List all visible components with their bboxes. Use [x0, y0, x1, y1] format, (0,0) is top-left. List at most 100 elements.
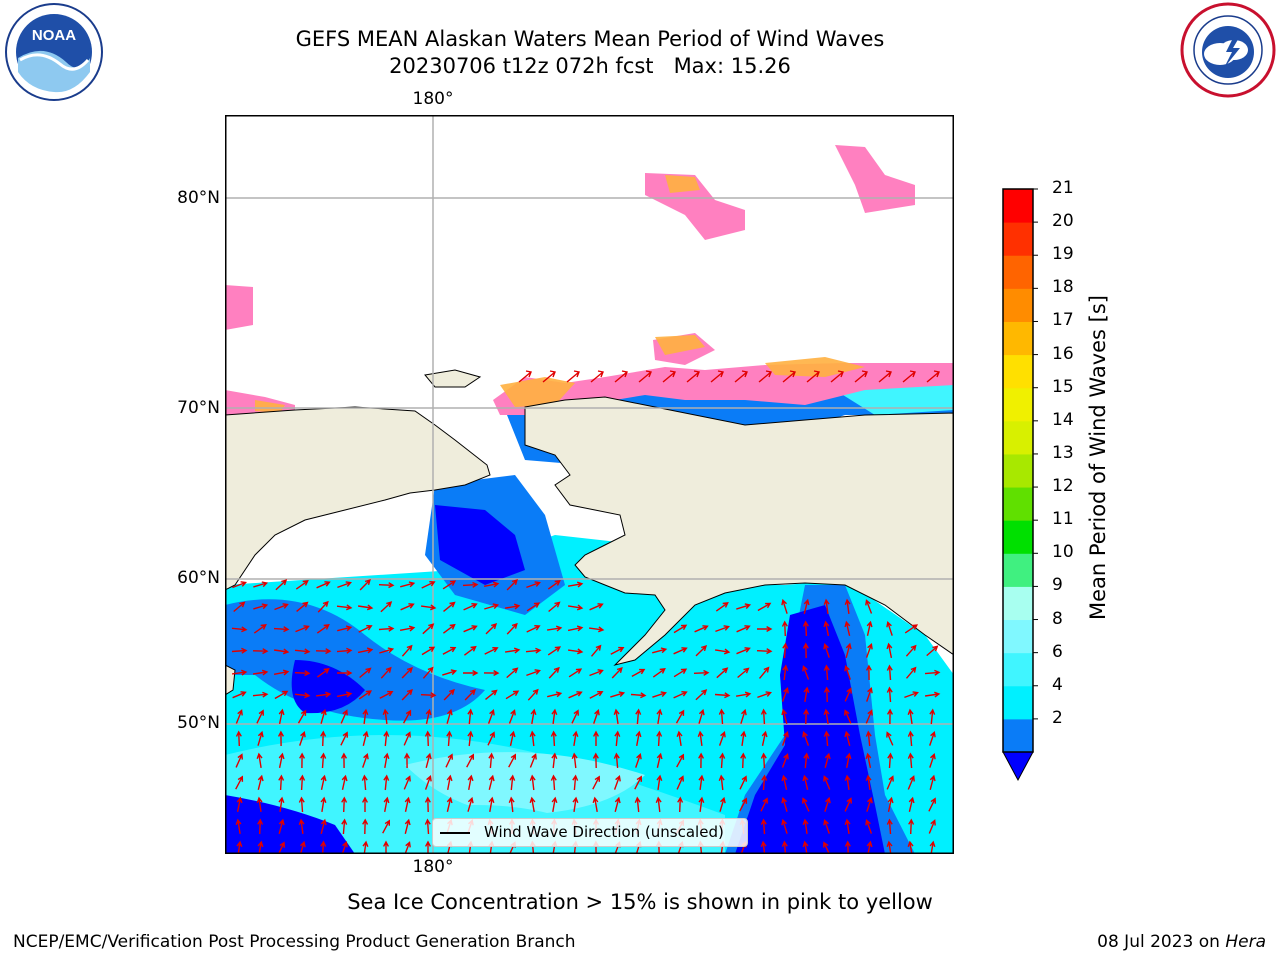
- wave-direction-arrow: [760, 797, 768, 812]
- wave-direction-arrow: [485, 623, 498, 635]
- wave-direction-arrow: [656, 708, 663, 725]
- wave-direction-arrow: [299, 752, 306, 769]
- wave-direction-arrow: [508, 796, 515, 813]
- wave-direction-arrow: [509, 774, 516, 791]
- wave-direction-arrow: [610, 691, 626, 698]
- colorbar-tick-label: 20: [1052, 211, 1074, 232]
- wave-direction-arrow: [341, 774, 348, 790]
- colorbar-segment: [1003, 685, 1033, 720]
- wave-direction-arrow: [359, 667, 372, 679]
- wave-direction-arrow: [382, 819, 390, 834]
- wave-direction-arrow: [698, 774, 705, 790]
- wave-direction-arrow: [361, 796, 369, 812]
- wave-direction-arrow: [488, 752, 495, 769]
- wave-direction-arrow: [718, 774, 725, 791]
- wave-direction-arrow: [697, 730, 704, 746]
- wave-direction-arrow: [442, 646, 457, 655]
- wave-direction-arrow: [315, 648, 332, 655]
- wave-direction-arrow: [256, 752, 263, 769]
- wave-direction-arrow: [695, 645, 708, 657]
- wave-direction-arrow: [379, 690, 394, 699]
- wave-direction-arrow: [844, 818, 851, 835]
- colorbar-segment: [1003, 354, 1033, 389]
- wave-direction-arrow: [887, 796, 894, 812]
- wind-wave-arrows: [231, 370, 941, 854]
- wave-direction-arrow: [908, 796, 915, 812]
- wave-direction-arrow: [424, 730, 431, 747]
- wave-direction-arrow: [734, 370, 748, 383]
- wave-direction-arrow: [781, 774, 788, 790]
- wave-direction-arrow: [294, 692, 311, 699]
- wave-direction-arrow: [714, 692, 731, 699]
- wave-direction-arrow: [421, 646, 436, 656]
- wave-direction-arrow: [551, 708, 558, 724]
- wave-direction-arrow: [526, 669, 541, 677]
- wave-direction-arrow: [907, 730, 914, 747]
- wave-direction-arrow: [357, 604, 374, 611]
- wave-direction-arrow: [635, 753, 642, 768]
- wave-direction-arrow: [298, 818, 305, 834]
- wave-direction-arrow: [823, 620, 830, 637]
- wave-direction-arrow: [446, 796, 453, 812]
- wave-direction-arrow: [464, 688, 476, 701]
- wave-direction-arrow: [823, 686, 830, 703]
- wave-direction-arrow: [878, 370, 892, 383]
- wave-direction-arrow: [737, 667, 750, 679]
- wave-direction-arrow: [567, 625, 584, 632]
- wave-direction-arrow: [529, 730, 536, 747]
- colorbar-tick-label: 9: [1052, 575, 1063, 596]
- wave-direction-arrow: [589, 669, 604, 677]
- wave-direction-arrow: [929, 753, 936, 768]
- wave-direction-arrow: [823, 664, 830, 681]
- colorbar-tick-label: 11: [1052, 509, 1074, 530]
- wave-direction-arrow: [781, 731, 789, 746]
- colorbar: [1002, 188, 1038, 782]
- wave-direction-arrow: [886, 731, 894, 746]
- colorbar-segment: [1003, 487, 1033, 521]
- wave-direction-arrow: [902, 370, 916, 383]
- wave-direction-arrow: [317, 600, 329, 613]
- wave-direction-arrow: [866, 620, 873, 636]
- wave-direction-arrow: [677, 796, 684, 813]
- footer-host: Hera: [1225, 932, 1266, 952]
- wave-direction-arrow: [865, 730, 872, 747]
- noaa-logo-text: NOAA: [32, 27, 76, 44]
- wave-direction-arrow: [803, 708, 810, 725]
- wave-direction-arrow: [718, 708, 725, 725]
- wave-direction-arrow: [273, 626, 290, 633]
- wave-direction-arrow: [614, 370, 628, 383]
- wave-direction-arrow: [483, 581, 500, 588]
- wave-direction-arrow: [693, 669, 710, 676]
- wave-direction-arrow: [278, 818, 285, 834]
- wave-direction-arrow: [740, 730, 747, 747]
- wave-direction-arrow: [760, 818, 767, 835]
- wave-direction-arrow: [865, 599, 873, 614]
- wave-direction-arrow: [635, 730, 642, 747]
- wave-direction-arrow: [572, 796, 579, 813]
- wave-direction-arrow: [781, 708, 788, 724]
- wave-direction-arrow: [802, 797, 810, 812]
- colorbar-tick-label: 19: [1052, 244, 1074, 265]
- wave-direction-arrow: [756, 648, 773, 655]
- legend-line-icon: [440, 832, 470, 834]
- wave-direction-arrow: [526, 625, 541, 633]
- wave-direction-arrow: [572, 774, 579, 791]
- wave-direction-arrow: [402, 709, 412, 724]
- wave-direction-arrow: [655, 796, 662, 813]
- wave-direction-arrow: [676, 753, 685, 768]
- wave-direction-arrow: [803, 598, 810, 614]
- wave-direction-arrow: [781, 620, 788, 637]
- wave-direction-arrow: [736, 625, 751, 633]
- wave-direction-arrow: [527, 688, 539, 701]
- wave-direction-arrow: [781, 687, 789, 702]
- lat-label-60n: 60°N: [177, 568, 220, 588]
- wave-direction-arrow: [571, 752, 578, 769]
- wave-direction-arrow: [589, 691, 604, 699]
- wave-direction-arrow: [611, 666, 623, 679]
- wave-direction-arrow: [710, 370, 724, 383]
- wave-direction-arrow: [526, 581, 541, 589]
- wave-direction-arrow: [924, 669, 941, 676]
- wave-direction-arrow: [316, 691, 332, 698]
- colorbar-segment: [1003, 520, 1033, 554]
- wave-direction-arrow: [865, 774, 872, 790]
